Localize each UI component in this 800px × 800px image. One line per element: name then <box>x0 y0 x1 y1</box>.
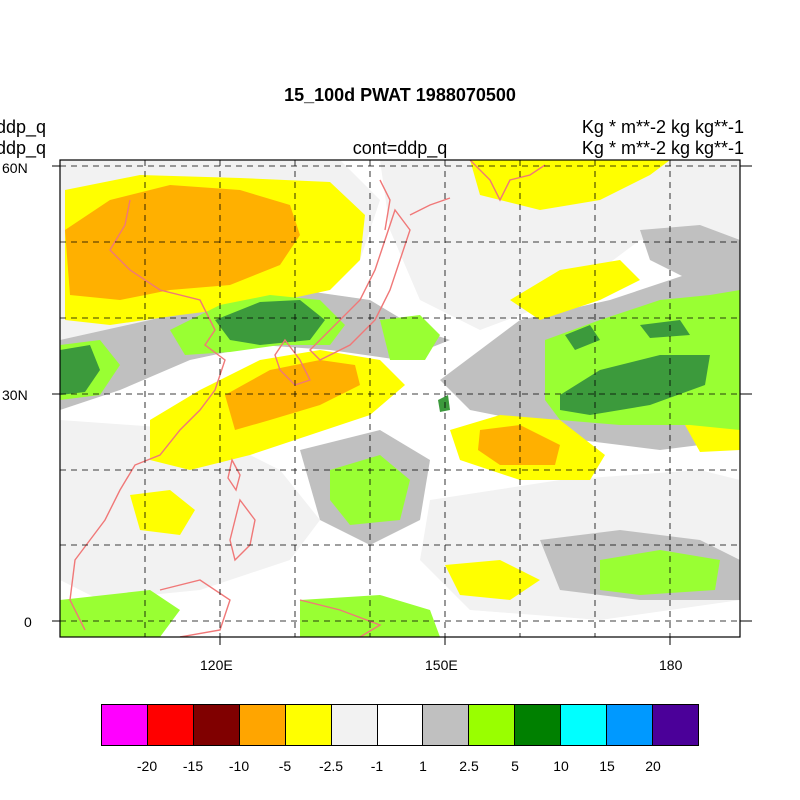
graticule <box>60 160 740 637</box>
contour-dark-green <box>215 300 325 345</box>
coastline-philippines <box>229 498 256 562</box>
contour-yellow <box>510 260 640 320</box>
map-plot <box>52 159 752 645</box>
contour-yellow <box>445 560 540 600</box>
contour-dark-green <box>565 325 600 350</box>
colorbar-swatch <box>561 705 608 745</box>
colorbar-swatch <box>331 705 378 745</box>
colorbar-swatch <box>193 705 240 745</box>
coastline-newguinea <box>299 599 382 637</box>
units-label: Kg * m**-2 kg kg**-1 <box>581 117 744 137</box>
colorbar-label: -5 <box>278 758 292 774</box>
coastlines <box>69 160 546 637</box>
colorbar-swatch <box>377 705 424 745</box>
colorbar-swatch <box>607 705 654 745</box>
colorbar-swatch <box>147 705 194 745</box>
colorbar-label: 20 <box>645 758 661 774</box>
colorbar-swatch <box>239 705 286 745</box>
map-title: 15_100d PWAT 1988070500 <box>284 85 516 105</box>
coastline-kamchatka <box>469 160 546 202</box>
lat-tick-30n: 30N <box>2 387 28 403</box>
colorbar-label: 10 <box>553 758 569 774</box>
colorbar-swatch <box>653 705 698 745</box>
colorbar-swatch <box>285 705 332 745</box>
left-variable-label: ddp_q <box>0 138 47 158</box>
colorbar-swatch <box>423 705 470 745</box>
contour-dark-green <box>438 395 450 412</box>
contour-label: cont=ddp_q <box>352 138 448 158</box>
lon-tick-120e: 120E <box>200 657 233 673</box>
contour-lime <box>60 590 180 637</box>
contour-lime <box>600 550 720 595</box>
colorbar-label: -2.5 <box>318 758 344 774</box>
colorbar-label: -20 <box>136 758 158 774</box>
coastline-sakhalin <box>379 179 391 231</box>
contour-orange <box>65 185 300 300</box>
colorbar-label: 2.5 <box>459 758 479 774</box>
contour-light-gray <box>380 160 740 330</box>
colorbar <box>101 704 699 746</box>
colorbar-label: -10 <box>228 758 250 774</box>
colorbar-swatch <box>102 705 148 745</box>
lon-tick-180: 180 <box>659 657 683 673</box>
contour-gray <box>640 225 740 290</box>
contour-dark-green <box>60 345 100 395</box>
filled-contours <box>60 160 740 637</box>
units-label: Kg * m**-2 kg kg**-1 <box>581 138 744 158</box>
contour-dark-green <box>560 355 710 415</box>
colorbar-label: 15 <box>599 758 615 774</box>
left-variable-label: ddp_q <box>0 117 47 137</box>
colorbar-swatch <box>515 705 562 745</box>
colorbar-label: -15 <box>182 758 204 774</box>
lon-tick-150e: 150E <box>425 657 458 673</box>
contour-orange <box>225 360 360 430</box>
contour-orange <box>478 425 560 465</box>
lat-tick-60n: 60N <box>2 160 28 176</box>
colorbar-swatch <box>469 705 516 745</box>
contour-gray <box>60 290 450 410</box>
coastline-borneo <box>159 579 231 637</box>
colorbar-label: 1 <box>419 758 427 774</box>
colorbar-label: -1 <box>370 758 384 774</box>
coastline-japan <box>309 208 411 361</box>
coastline-kurils <box>409 197 451 216</box>
contour-lime <box>380 315 440 360</box>
contour-yellow <box>130 490 195 535</box>
tick-marks <box>52 165 752 645</box>
contour-dark-green <box>640 320 690 338</box>
colorbar-label: 5 <box>511 758 519 774</box>
plot-border <box>59 159 741 638</box>
lat-tick-0: 0 <box>24 614 32 630</box>
coastline-asia <box>69 199 226 631</box>
